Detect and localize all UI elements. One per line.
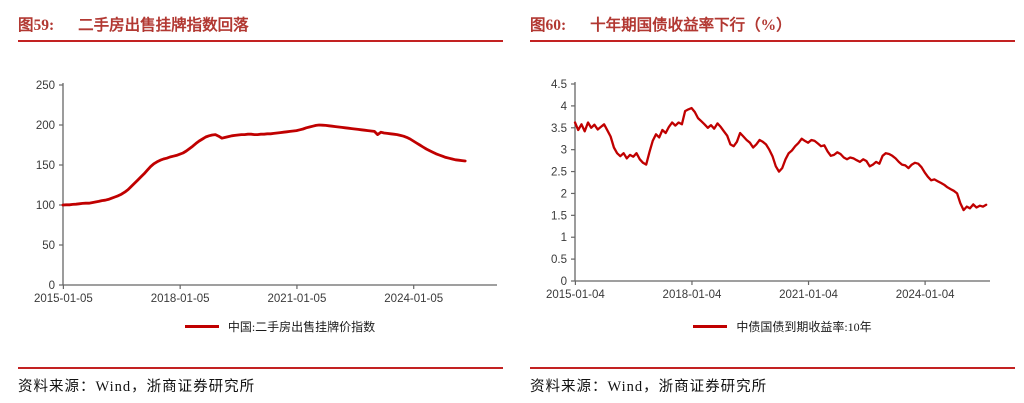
y-tick-label: 0	[561, 276, 567, 288]
y-tick-label: 3.5	[551, 123, 567, 135]
y-tick-label: 0.5	[551, 254, 567, 266]
figure-59-source: 资料来源：Wind，浙商证券研究所	[18, 379, 256, 395]
figure-59-header: 图59: 二手房出售挂牌指数回落	[18, 13, 249, 35]
legend-label: 中国:二手房出售挂牌价指数	[227, 320, 376, 334]
x-tick-label: 2015-01-04	[546, 289, 605, 301]
y-tick-label: 150	[36, 160, 55, 172]
figure-59-legend: 中国:二手房出售挂牌价指数	[63, 318, 497, 335]
y-tick-label: 2.5	[551, 167, 567, 179]
x-tick-label: 2015-01-05	[34, 293, 93, 305]
figure-60-panel: 图60: 十年期国债收益率下行（%） 0 0.5 1 1.5 2 2.5 3 3.5 4 4.5 2…	[512, 0, 1024, 403]
figure-59-number: 图59:	[18, 17, 55, 34]
figure-60-source: 资料来源：Wind，浙商证券研究所	[530, 379, 768, 395]
figure-60-title-rule	[530, 40, 1015, 42]
figure-59-title: 二手房出售挂牌指数回落	[78, 17, 249, 34]
x-tick-label: 2021-01-05	[268, 293, 327, 305]
x-tick-label: 2018-01-04	[663, 289, 722, 301]
legend-line-swatch	[693, 325, 728, 328]
figure-60-footer-rule	[530, 367, 1015, 369]
y-tick-label: 1	[561, 232, 567, 244]
x-tick-label: 2024-01-05	[384, 293, 443, 305]
legend-line-swatch	[184, 325, 219, 328]
figure-60-header: 图60: 十年期国债收益率下行（%）	[530, 13, 792, 35]
figure-60-title: 十年期国债收益率下行（%）	[590, 17, 792, 34]
figure-59-chart: 0 50 100 150 200 250 2015-01-05 2018-01-05 2021-…	[34, 80, 497, 305]
y-tick-label: 100	[36, 200, 55, 212]
y-tick-label: 2	[561, 188, 567, 200]
series-line	[61, 123, 467, 207]
figure-59-title-rule	[18, 40, 503, 42]
legend-label: 中债国债到期收益率:10年	[736, 320, 872, 334]
x-tick-label: 2024-01-04	[896, 289, 955, 301]
y-tick-label: 4	[561, 101, 568, 113]
figure-60-number: 图60:	[530, 17, 567, 34]
figure-59-panel: 图59: 二手房出售挂牌指数回落 0 50 100 150 200 250 2015-01-…	[18, 13, 503, 395]
figure-60-chart: 0 0.5 1 1.5 2 2.5 3 3.5 4 4.5 2015-01-04 2018-01-04…	[546, 79, 990, 301]
series-line	[573, 106, 988, 212]
y-tick-label: 50	[42, 240, 55, 252]
y-tick-label: 4.5	[551, 79, 567, 91]
y-tick-label: 0	[49, 280, 55, 292]
x-tick-label: 2018-01-05	[151, 293, 210, 305]
y-tick-label: 1.5	[551, 210, 567, 222]
x-tick-label: 2021-01-04	[779, 289, 838, 301]
figure-60-legend: 中债国债到期收益率:10年	[575, 318, 990, 335]
y-tick-label: 3	[561, 145, 567, 157]
figure-59-footer-rule	[18, 367, 503, 369]
y-tick-label: 250	[36, 80, 55, 92]
y-tick-label: 200	[36, 120, 55, 132]
